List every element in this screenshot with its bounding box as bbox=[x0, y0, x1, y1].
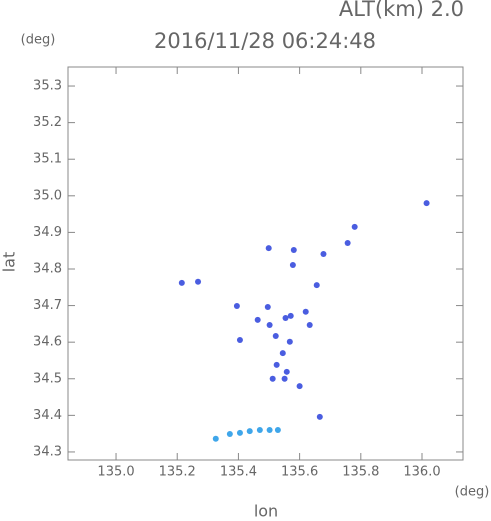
echo-point bbox=[351, 223, 358, 230]
echo-point bbox=[246, 428, 253, 435]
echo-point bbox=[233, 302, 240, 309]
x-tick-label: 135.6 bbox=[281, 465, 318, 480]
y-axis-label: lat bbox=[0, 252, 19, 273]
echo-point bbox=[281, 375, 288, 382]
y-tick-label: 35.0 bbox=[33, 188, 62, 203]
echo-point bbox=[254, 316, 261, 323]
echo-point bbox=[226, 431, 233, 438]
echo-point bbox=[306, 321, 313, 328]
echo-point bbox=[264, 304, 271, 311]
y-tick-label: 34.8 bbox=[33, 261, 62, 276]
echo-point bbox=[287, 312, 294, 319]
echo-point bbox=[256, 426, 263, 433]
echo-point bbox=[195, 278, 202, 285]
echo-point bbox=[344, 240, 351, 247]
echo-point bbox=[236, 429, 243, 436]
y-tick-label: 34.4 bbox=[33, 408, 62, 423]
y-tick-label: 34.9 bbox=[33, 225, 62, 240]
echo-point bbox=[320, 250, 327, 257]
plot-frame bbox=[67, 66, 464, 461]
echo-point bbox=[269, 375, 276, 382]
echo-point bbox=[212, 435, 219, 442]
x-tick-label: 135.4 bbox=[220, 465, 257, 480]
echo-point bbox=[313, 282, 320, 289]
echo-point bbox=[273, 361, 280, 368]
echo-point bbox=[296, 383, 303, 390]
echo-point bbox=[282, 315, 289, 322]
echo-point bbox=[279, 350, 286, 357]
y-tick-label: 34.3 bbox=[33, 444, 62, 459]
x-tick-label: 135.0 bbox=[97, 465, 134, 480]
echo-point bbox=[290, 246, 297, 253]
echo-point bbox=[236, 336, 243, 343]
echo-point bbox=[302, 308, 309, 315]
chart-title: 2016/11/28 06:24:48 bbox=[154, 29, 376, 53]
echo-point bbox=[423, 200, 430, 207]
x-tick-label: 136.0 bbox=[403, 465, 440, 480]
y-unit: (deg) bbox=[21, 33, 56, 48]
x-axis-label: lon bbox=[254, 502, 278, 521]
y-tick-label: 34.6 bbox=[33, 335, 62, 350]
echo-point bbox=[283, 368, 290, 375]
echo-point bbox=[274, 426, 281, 433]
echo-point bbox=[316, 413, 323, 420]
echo-point bbox=[178, 279, 185, 286]
echo-point bbox=[272, 332, 279, 339]
y-tick-label: 34.7 bbox=[33, 298, 62, 313]
echo-point bbox=[289, 261, 296, 268]
y-tick-label: 35.1 bbox=[33, 152, 62, 167]
echo-point bbox=[265, 245, 272, 252]
y-tick-label: 35.3 bbox=[33, 79, 62, 94]
echo-point bbox=[266, 321, 273, 328]
altitude-label: ALT(km) 2.0 bbox=[339, 0, 464, 21]
echo-point bbox=[266, 426, 273, 433]
x-unit: (deg) bbox=[455, 485, 490, 500]
y-tick-label: 34.5 bbox=[33, 371, 62, 386]
x-tick-label: 135.8 bbox=[342, 465, 379, 480]
x-tick-label: 135.2 bbox=[159, 465, 196, 480]
y-tick-label: 35.2 bbox=[33, 115, 62, 130]
echo-point bbox=[286, 338, 293, 345]
